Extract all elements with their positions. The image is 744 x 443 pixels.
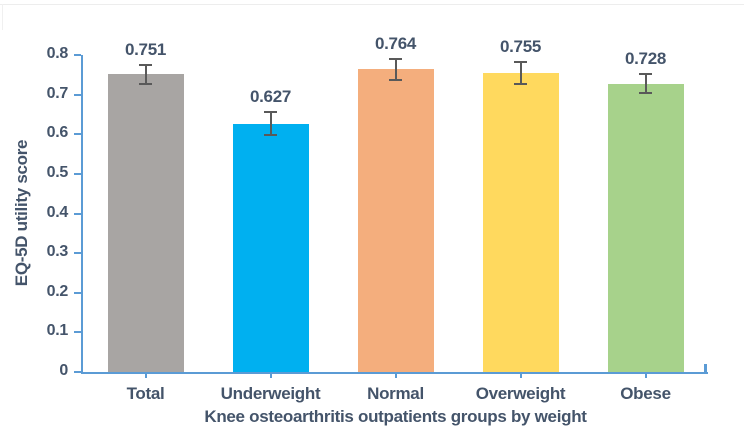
y-tick-mark bbox=[74, 93, 81, 96]
y-tick-label: 0.2 bbox=[46, 282, 69, 300]
page-left-hairline bbox=[2, 4, 3, 30]
x-tick-mark bbox=[269, 374, 272, 378]
bar-overweight bbox=[482, 72, 559, 372]
error-bar-cap-top bbox=[389, 57, 402, 60]
bar-total bbox=[107, 74, 184, 372]
bar-normal bbox=[357, 69, 434, 372]
y-tick-label: 0.1 bbox=[46, 322, 69, 340]
x-tick-mark bbox=[144, 374, 147, 378]
y-tick-label: 0.6 bbox=[46, 124, 69, 142]
y-tick-label: 0.8 bbox=[46, 45, 69, 62]
error-bar-cap-bottom bbox=[139, 83, 152, 86]
y-tick-mark bbox=[74, 252, 81, 255]
bar-underweight bbox=[232, 123, 309, 372]
error-bar-cap-top bbox=[139, 63, 152, 66]
y-tick-label: 0 bbox=[59, 362, 68, 379]
x-tick-mark bbox=[394, 374, 397, 378]
value-label: 0.627 bbox=[249, 87, 292, 107]
bar-obese bbox=[607, 83, 684, 372]
x-axis-title: Knee osteoarthritis outpatients groups b… bbox=[204, 407, 587, 426]
value-label: 0.764 bbox=[374, 33, 417, 53]
error-bar bbox=[644, 73, 647, 94]
x-axis-end-tick bbox=[704, 364, 707, 372]
error-bar-cap-top bbox=[264, 111, 277, 114]
error-bar bbox=[269, 112, 272, 135]
y-tick-mark bbox=[74, 54, 81, 56]
y-tick-label: 0.3 bbox=[46, 243, 69, 261]
category-label-obese: Obese bbox=[620, 384, 671, 403]
y-tick-mark bbox=[74, 172, 81, 175]
error-bar-cap-top bbox=[639, 72, 652, 75]
error-bar-cap-bottom bbox=[514, 82, 527, 85]
value-label: 0.751 bbox=[124, 39, 167, 59]
category-label-normal: Normal bbox=[367, 384, 424, 403]
y-tick-mark bbox=[74, 331, 81, 334]
value-label: 0.728 bbox=[624, 48, 667, 68]
y-tick-label: 0.5 bbox=[46, 163, 69, 181]
error-bar bbox=[394, 58, 397, 80]
y-tick-mark bbox=[74, 133, 81, 136]
y-tick-label: 0.4 bbox=[46, 203, 69, 221]
y-tick-label: 0.7 bbox=[46, 84, 69, 102]
error-bar bbox=[519, 62, 522, 84]
error-bar-cap-bottom bbox=[264, 133, 277, 136]
category-label-underweight: Underweight bbox=[220, 384, 321, 403]
page-top-hairline bbox=[0, 4, 744, 5]
y-tick-mark bbox=[74, 212, 81, 215]
y-tick-mark bbox=[74, 371, 81, 373]
category-label-total: Total bbox=[126, 384, 165, 403]
error-bar-cap-bottom bbox=[639, 92, 652, 95]
x-tick-mark bbox=[519, 374, 522, 378]
y-tick-mark bbox=[74, 291, 81, 294]
value-label: 0.755 bbox=[499, 37, 542, 57]
error-bar-cap-top bbox=[514, 61, 527, 64]
category-label-overweight: Overweight bbox=[475, 384, 566, 403]
error-bar-cap-bottom bbox=[389, 78, 402, 81]
x-axis-line bbox=[81, 372, 708, 374]
y-axis-line bbox=[81, 55, 83, 374]
x-tick-mark bbox=[644, 374, 647, 378]
error-bar bbox=[144, 64, 147, 85]
